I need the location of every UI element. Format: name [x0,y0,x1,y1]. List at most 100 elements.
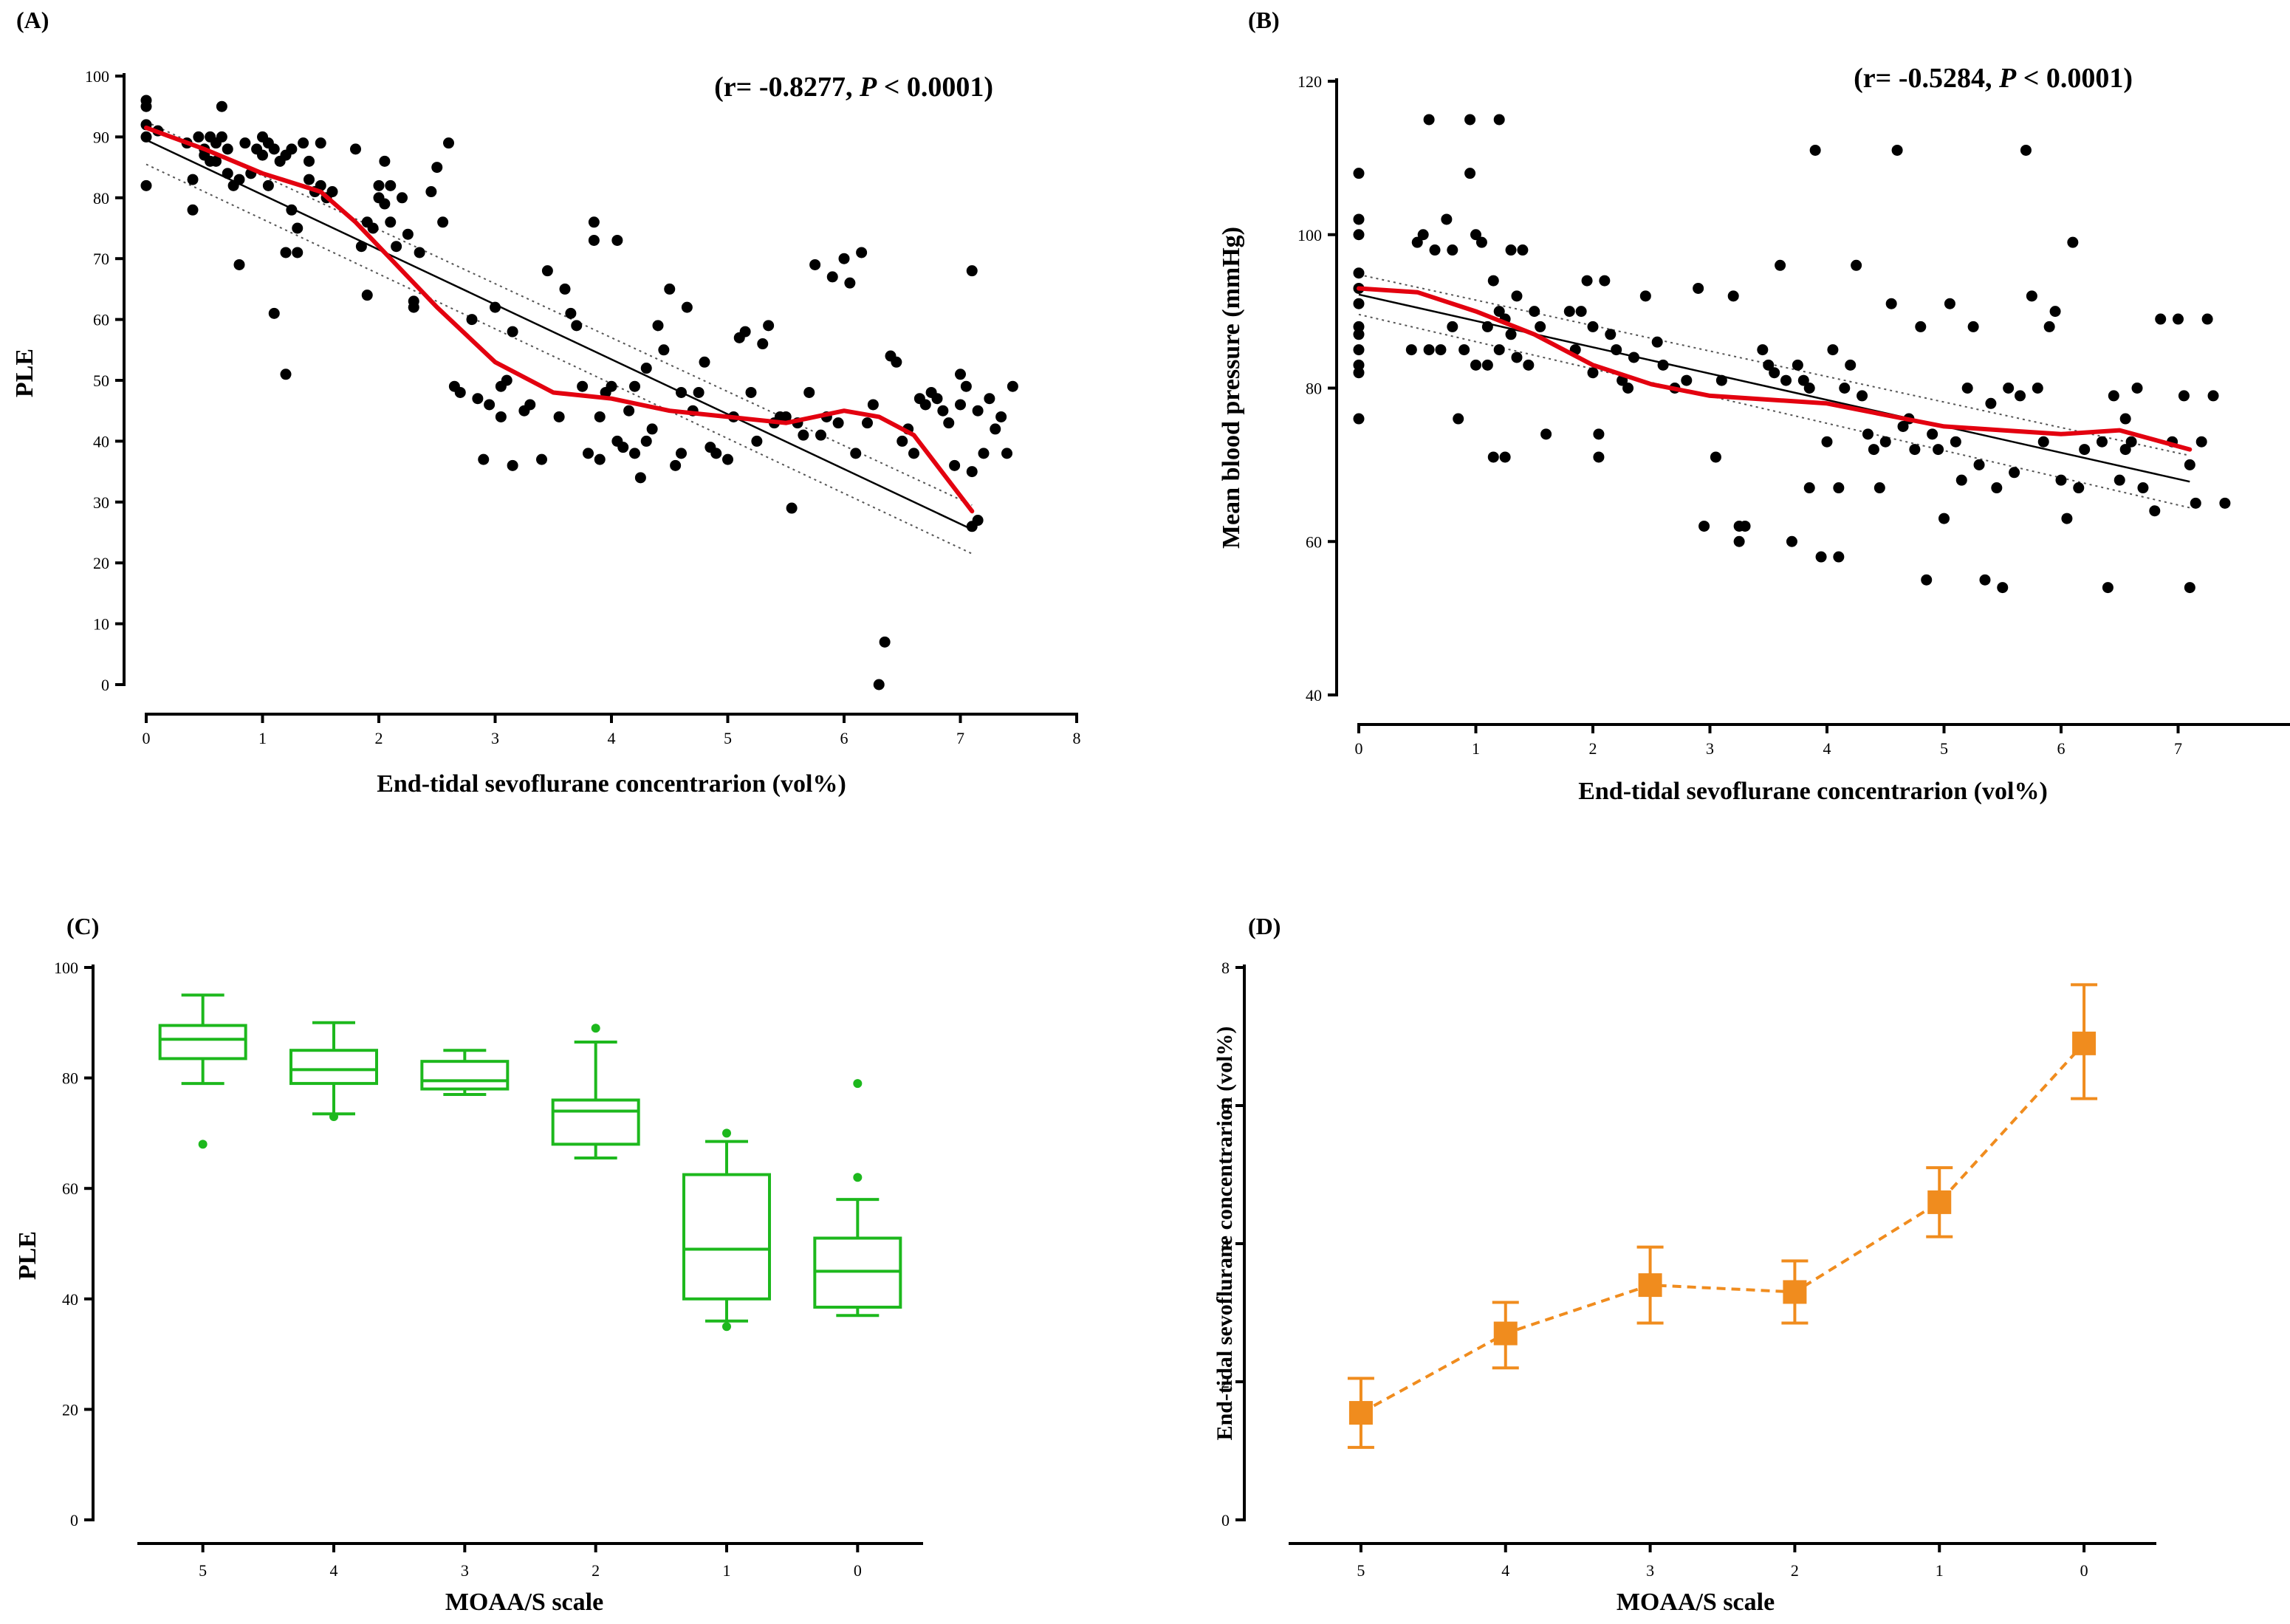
y-tick-label: 50 [93,371,109,390]
panel-d-line: (D) 5 4 3 2 1 0 0 2 4 6 8 MOAA/S scale End-tidal s… [1213,913,2156,1616]
smooth-curve [1357,286,2193,452]
outlier-point [329,1111,338,1121]
y-tick-label: 4 [1221,1235,1230,1253]
data-point [629,380,640,392]
data-point [1727,290,1739,302]
data-point [1780,374,1792,386]
x-tick-label: 4 [1823,739,1831,758]
data-point [1464,168,1476,179]
data-point [1447,321,1458,332]
data-point [1007,380,1018,392]
ci-lower-line [145,163,973,555]
data-point [2149,505,2161,517]
data-point [2032,383,2043,394]
data-point [2003,383,2015,394]
y-tick-label: 30 [93,493,109,512]
data-point [1915,321,1927,332]
data-point [844,277,856,289]
data-point [1505,329,1517,340]
data-point [1470,229,1481,241]
panel-a-points [140,95,1018,691]
box-iqr [158,1024,247,1061]
data-point [1563,306,1575,318]
y-tick-label: 100 [85,67,109,86]
data-point [1739,520,1751,532]
data-point [233,174,245,185]
data-point [1979,574,1991,586]
data-point [1587,321,1599,332]
panel-d-axes: 5 4 3 2 1 0 0 2 4 6 8 [1221,959,2156,1580]
data-point [1605,329,1617,340]
data-point [187,174,199,185]
outlier-point [853,1079,863,1089]
data-point [583,448,594,459]
x-tick-label: 5 [1357,1561,1365,1580]
x-tick-label: 5 [199,1561,207,1580]
data-point [1493,114,1505,126]
data-point [798,429,809,441]
data-point [257,149,268,161]
data-point [2184,582,2195,594]
data-point [588,234,600,246]
data-point [507,459,518,471]
box-0 [813,1079,902,1318]
data-point [559,283,571,295]
x-tick-label: 7 [956,729,964,747]
data-point [1493,344,1505,356]
panel-a-label: (A) [16,7,49,33]
y-tick-label: 60 [1306,532,1322,551]
box-3 [420,1049,510,1097]
data-point [693,386,705,398]
y-tick-label: 20 [62,1400,78,1419]
data-point [617,442,629,453]
panel-b-ci-lines [1358,273,2190,509]
box-4 [289,1021,378,1121]
data-point [1991,482,2003,494]
data-point [606,380,617,392]
y-tick-label: 90 [93,128,109,146]
data-point [1423,344,1435,356]
data-point [1505,244,1517,256]
data-point [262,179,274,191]
x-tick-label: 3 [491,729,499,747]
data-point [658,344,670,356]
data-point [1851,259,1862,271]
data-point [2131,383,2143,394]
x-tick-label: 0 [143,729,151,747]
data-point [1517,244,1529,256]
data-point [1839,383,1851,394]
data-point [862,417,873,429]
data-point [1487,275,1499,287]
data-point [757,338,769,350]
y-tick-label: 60 [62,1179,78,1198]
x-tick-label: 3 [1646,1561,1654,1580]
data-point [1599,275,1611,287]
data-point [955,369,966,380]
data-point [355,241,367,253]
data-point [1985,397,1997,409]
data-point [361,289,373,301]
data-point [1698,520,1710,532]
data-point [2020,144,2032,156]
panel-a-scatter: (A) (r= -0.8277, P < 0.0001) 0 1 2 3 4 5 6 7 801… [11,7,1081,798]
data-marker [1783,1280,1807,1304]
data-point [2079,444,2091,456]
data-point [1353,413,1365,425]
panel-d-label: (D) [1248,913,1281,939]
data-point [1797,374,1809,386]
panel-b-x-axis-label: End-tidal sevoflurane concentrarion (vol… [1578,778,2048,805]
panel-d-series [1347,983,2098,1449]
data-point [2049,306,2061,318]
data-point [850,448,862,459]
data-point [2043,321,2055,332]
data-point [1353,267,1365,279]
data-point [2009,467,2020,479]
data-point [1885,298,1897,309]
x-tick-label: 5 [1940,739,1948,758]
data-marker [1638,1273,1662,1298]
data-point [1353,367,1365,379]
data-point [466,314,478,326]
data-point [1447,244,1458,256]
data-point [990,423,1001,435]
data-point [676,386,687,398]
